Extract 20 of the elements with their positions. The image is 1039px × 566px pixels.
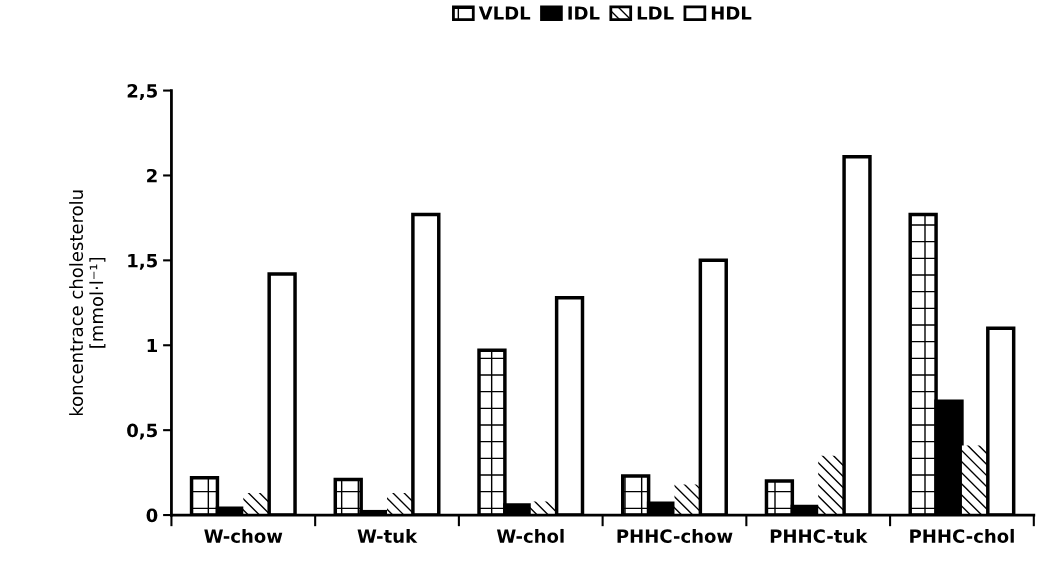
x-tick-label: W-chow: [204, 528, 283, 543]
x-tick-label: W-chol: [496, 528, 564, 543]
y-tick-label: 0: [146, 508, 158, 523]
y-tick-label: 0,5: [127, 423, 157, 440]
y-tick-label: 2,5: [127, 84, 157, 100]
x-tick-label: PHHC-chol: [910, 528, 1014, 543]
bar: [818, 455, 845, 516]
x-tick-label: W-tuk: [357, 528, 418, 543]
legend-label: LDL: [637, 6, 674, 20]
y-axis-title: koncentrace cholesterolu [mmol·l⁻¹]: [69, 190, 106, 416]
x-tick-label: PHHC-chow: [617, 528, 733, 543]
y-tick-label: 1,5: [128, 254, 157, 270]
y-tick-label: 2: [147, 168, 157, 183]
y-tick-label: 1: [147, 338, 157, 353]
legend-label: VLDL: [478, 6, 531, 20]
x-tick-label: PHHC-tuk: [770, 528, 868, 543]
bar: [961, 445, 988, 516]
legend-label: IDL: [568, 6, 600, 20]
legend-label: HDL: [711, 6, 752, 20]
bar: [674, 484, 701, 516]
